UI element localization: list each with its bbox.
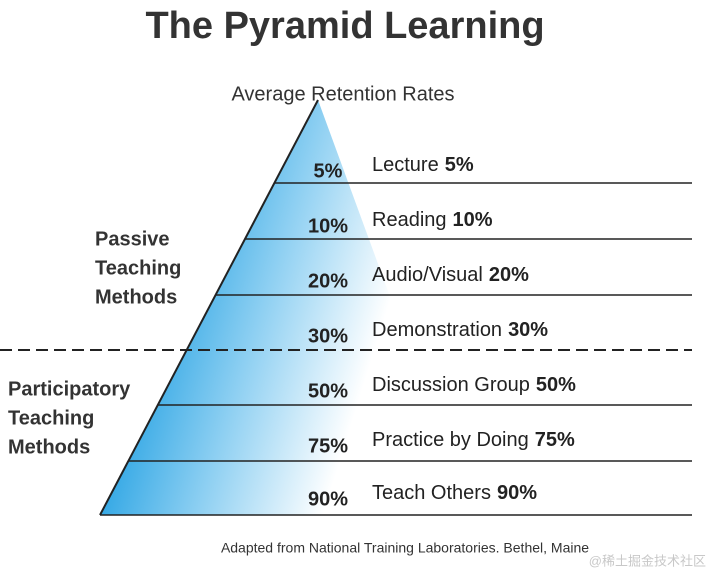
method-rate: 20% bbox=[489, 264, 529, 286]
level-label: Practice by Doing 75% bbox=[372, 429, 575, 451]
level-label: Lecture 5% bbox=[372, 154, 474, 176]
subtitle: Average Retention Rates bbox=[231, 83, 454, 105]
level-percent: 20% bbox=[308, 270, 348, 292]
level-percent: 5% bbox=[314, 160, 343, 182]
group-label: Teaching bbox=[8, 407, 94, 429]
group-label: Teaching bbox=[95, 257, 181, 279]
method: Reading bbox=[372, 209, 447, 231]
watermark: @稀土掘金技术社区 bbox=[589, 553, 706, 568]
level-label: Reading 10% bbox=[372, 209, 493, 231]
group-label: Passive bbox=[95, 228, 170, 250]
pyramid-edge bbox=[99, 99, 319, 516]
method-rate: 10% bbox=[453, 209, 493, 231]
method: Discussion Group bbox=[372, 374, 530, 396]
pyramid bbox=[100, 100, 470, 515]
level-percent: 75% bbox=[308, 435, 348, 457]
level-percent: 90% bbox=[308, 488, 348, 510]
method: Audio/Visual bbox=[372, 264, 483, 286]
title: The Pyramid Learning bbox=[145, 5, 544, 47]
method: Practice by Doing bbox=[372, 429, 529, 451]
level-label: Demonstration 30% bbox=[372, 319, 548, 341]
method-rate: 90% bbox=[497, 482, 537, 504]
level-percent: 50% bbox=[308, 380, 348, 402]
method-rate: 75% bbox=[535, 429, 575, 451]
method: Lecture bbox=[372, 154, 439, 176]
group-label: Participatory bbox=[8, 378, 131, 400]
method-rate: 5% bbox=[445, 154, 474, 176]
group-label: Methods bbox=[95, 286, 177, 308]
level-label: Discussion Group 50% bbox=[372, 374, 576, 396]
level-percent: 10% bbox=[308, 215, 348, 237]
level-label: Audio/Visual 20% bbox=[372, 264, 529, 286]
method-rate: 50% bbox=[536, 374, 576, 396]
level-label: Teach Others 90% bbox=[372, 482, 537, 504]
method: Teach Others bbox=[372, 482, 491, 504]
group-label: Methods bbox=[8, 436, 90, 458]
level-percent: 30% bbox=[308, 325, 348, 347]
method: Demonstration bbox=[372, 319, 502, 341]
source: Adapted from National Training Laborator… bbox=[221, 540, 589, 556]
method-rate: 30% bbox=[508, 319, 548, 341]
